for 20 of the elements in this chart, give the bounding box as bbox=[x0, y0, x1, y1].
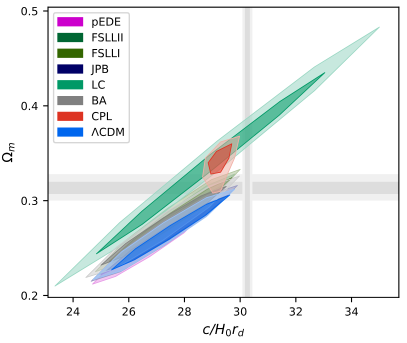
y-tick-label: 0.5 bbox=[21, 6, 38, 16]
legend-label: LC bbox=[92, 80, 105, 89]
x-tick-label: 32 bbox=[290, 307, 302, 316]
legend-label: JPB bbox=[90, 64, 108, 76]
legend-label: CPL bbox=[92, 112, 112, 120]
x-tick-label: 26 bbox=[122, 307, 136, 316]
legend-label: FSLLI bbox=[92, 48, 120, 58]
x-tick-label: 24 bbox=[66, 307, 80, 316]
legend-label: ΛCDM bbox=[91, 128, 124, 136]
y-tick-label: 0.2 bbox=[21, 291, 38, 300]
x-tick-label: 34 bbox=[345, 307, 358, 316]
x-tick-label: 30 bbox=[234, 307, 246, 316]
y-tick-label: 0.4 bbox=[21, 102, 38, 110]
x-axis-title: c/H$_{0}$r$_{d}$ bbox=[203, 324, 244, 336]
y-tick-label: 0.3 bbox=[21, 196, 38, 206]
legend-label: FSLLII bbox=[92, 33, 122, 42]
legend-label: BA bbox=[92, 96, 106, 104]
y-axis-title: Ω$_{m}$ bbox=[2, 143, 14, 162]
legend-label: pEDE bbox=[92, 18, 120, 28]
x-tick-label: 28 bbox=[178, 307, 191, 316]
